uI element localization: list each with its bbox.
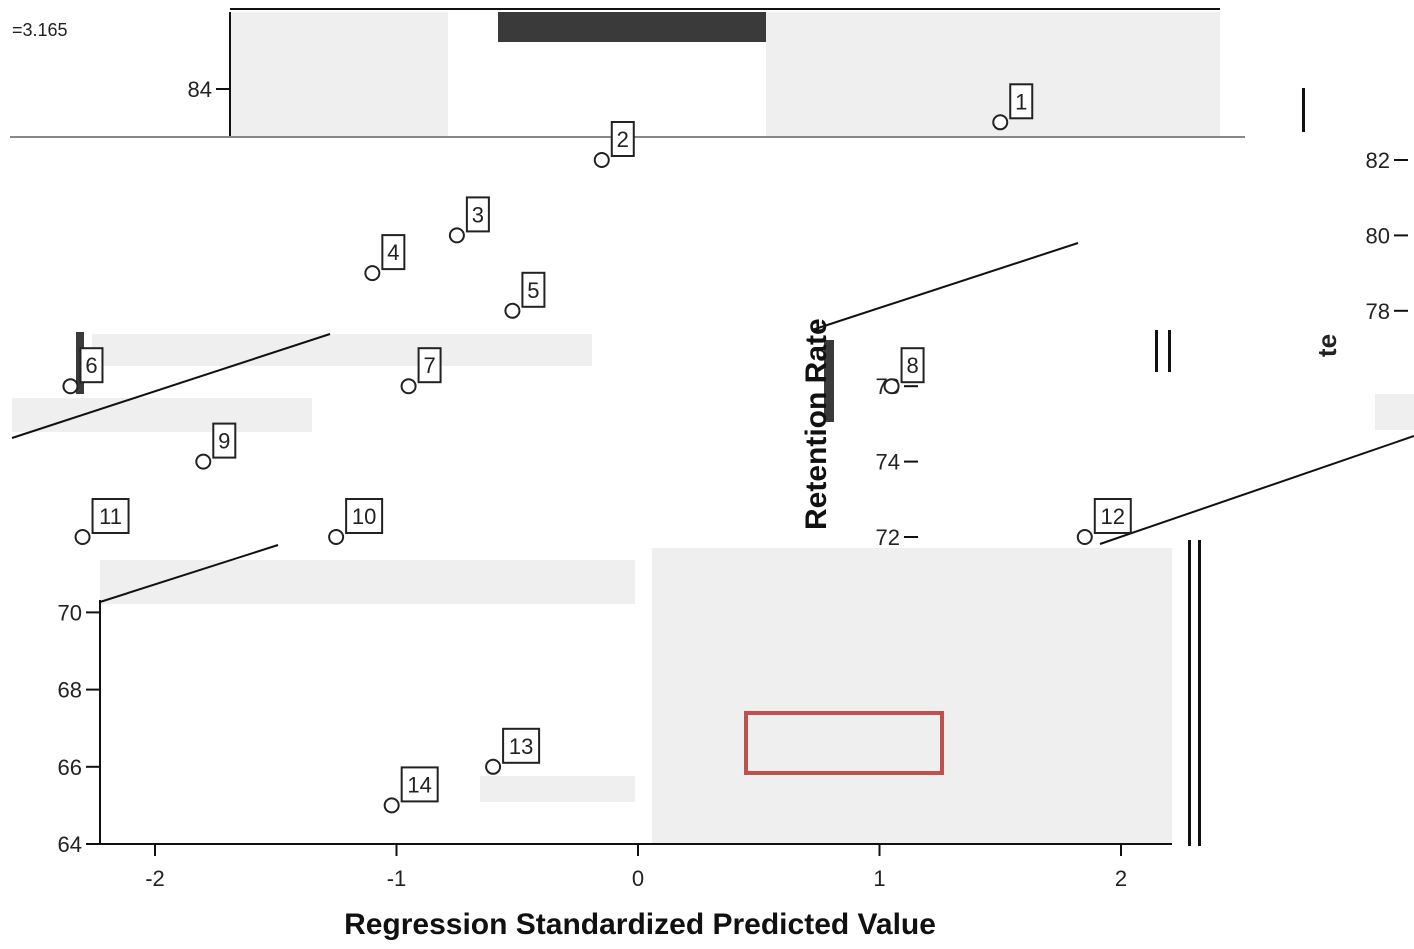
upper-point-label-8: 9 — [218, 429, 230, 454]
y-tick-label-3: 64 — [58, 832, 82, 857]
upper-label-box-2 — [465, 196, 490, 233]
up-right-tick-label-4: 74 — [876, 450, 900, 475]
up-right-tick-label-1: 80 — [1366, 223, 1390, 248]
up-left-tick-label-0: 84 — [188, 77, 212, 102]
upper-point-label-1: 2 — [617, 127, 629, 152]
fit-line-seg-1 — [99, 544, 279, 603]
x-tick-label-1: -1 — [387, 866, 407, 891]
fit-line-seg-3 — [811, 242, 1079, 331]
up-right-tick-label-0: 82 — [1366, 148, 1390, 173]
x-tick-label-3: 1 — [873, 866, 885, 891]
main-point-0 — [485, 758, 502, 775]
upper-point-2 — [448, 227, 465, 244]
band-right — [1375, 394, 1414, 430]
upper-point-label-2: 3 — [472, 202, 484, 227]
upper-label-box-9 — [345, 498, 384, 534]
x-tick-label-2: 0 — [632, 866, 644, 891]
fit-line-seg-4 — [1099, 435, 1414, 545]
band-lower-left — [100, 560, 635, 604]
upper-point-7 — [883, 378, 900, 395]
upper-label-box-10 — [91, 498, 130, 534]
x-tick-label-0: -2 — [145, 866, 165, 891]
vline-2 — [1168, 330, 1171, 372]
upper-point-label-11: 12 — [1101, 504, 1125, 529]
vline-1 — [1155, 330, 1158, 372]
band-mid-left2 — [12, 398, 312, 432]
y-tick-label-2: 66 — [58, 755, 82, 780]
upper-point-6 — [400, 378, 417, 395]
main-point-1 — [383, 797, 400, 814]
upper-point-label-9: 10 — [352, 504, 376, 529]
y-tick-label-1: 68 — [58, 678, 82, 703]
band-mid-left — [92, 334, 592, 366]
upper-point-1 — [593, 152, 610, 168]
dark-bar-center — [824, 340, 834, 422]
upper-point-4 — [504, 302, 521, 319]
upper-label-box-4 — [521, 271, 546, 308]
highlight-box — [744, 711, 944, 775]
upper-point-label-5: 6 — [85, 353, 97, 378]
upper-point-label-0: 1 — [1015, 89, 1027, 114]
corner-text: =3.165 — [12, 20, 68, 40]
dark-bar-top — [498, 12, 766, 42]
band-small — [480, 776, 635, 802]
upper-point-label-6: 7 — [423, 353, 435, 378]
upper-point-label-4: 5 — [527, 278, 539, 303]
vline-4 — [1198, 540, 1201, 846]
upper-point-label-3: 4 — [387, 240, 399, 265]
y-tick-label-0: 70 — [58, 600, 82, 625]
band-lower-right — [652, 548, 1172, 844]
upper-point-label-10: 11 — [99, 504, 122, 529]
upper-label-box-0 — [1009, 83, 1034, 120]
upper-point-8 — [195, 453, 212, 470]
x-tick-label-4: 2 — [1115, 866, 1127, 891]
upper-label-box-8 — [212, 422, 237, 459]
up-right-tick-label-5: 72 — [876, 525, 900, 550]
main-point-label-0: 13 — [509, 734, 533, 759]
upper-label-box-5 — [79, 347, 104, 384]
main-label-box-0 — [502, 727, 541, 764]
upper-label-box-7 — [900, 347, 925, 384]
hline-top2 — [230, 8, 1220, 10]
upper-point-label-7: 8 — [906, 353, 918, 378]
up-right-tick-label-2: 78 — [1366, 299, 1390, 324]
x-axis-title: Regression Standardized Predicted Value — [344, 908, 936, 941]
fit-line-seg-2 — [11, 333, 331, 439]
upper-label-box-6 — [417, 347, 442, 384]
upper-label-box-1 — [610, 121, 635, 157]
upper-label-box-11 — [1093, 498, 1132, 534]
upper-point-9 — [328, 529, 345, 545]
upper-point-11 — [1076, 529, 1093, 545]
main-label-box-1 — [400, 766, 439, 803]
main-point-label-1: 14 — [407, 772, 431, 797]
upper-point-10 — [74, 529, 91, 545]
upper-point-5 — [62, 378, 79, 395]
upper-point-0 — [992, 114, 1009, 131]
vline-5 — [1302, 88, 1305, 132]
y-axis-title: Retention Rate — [800, 318, 833, 530]
upper-label-box-3 — [381, 234, 406, 271]
vline-3 — [1188, 540, 1191, 846]
upper-point-3 — [364, 265, 381, 282]
